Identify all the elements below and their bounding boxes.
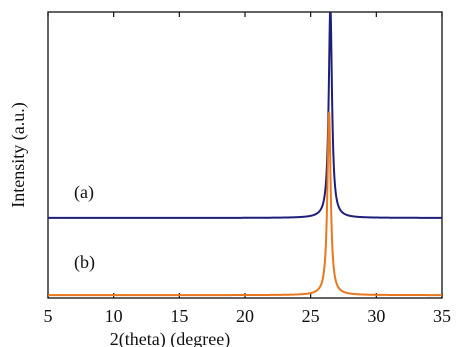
series-label-b: (b) xyxy=(74,252,95,273)
series-labels: (a) (b) xyxy=(74,182,95,273)
plot-frame xyxy=(47,11,443,299)
x-tick-label: 10 xyxy=(105,306,123,326)
x-tick-label: 20 xyxy=(236,306,254,326)
series-group xyxy=(48,12,442,297)
series-line-b xyxy=(48,111,442,297)
x-tick-label: 35 xyxy=(433,306,451,326)
x-tick-label: 15 xyxy=(170,306,188,326)
x-tick-label: 30 xyxy=(367,306,385,326)
y-axis-title: Intensity (a.u.) xyxy=(8,102,29,207)
x-tick-label: 5 xyxy=(44,306,53,326)
series-line-a xyxy=(48,12,442,219)
x-ticks xyxy=(47,12,443,298)
x-tick-label: 25 xyxy=(302,306,320,326)
x-tick-labels: 5 10 15 20 25 30 35 xyxy=(44,306,452,326)
x-axis-title: 2(theta) (degree) xyxy=(110,329,230,347)
series-label-a: (a) xyxy=(74,182,94,203)
